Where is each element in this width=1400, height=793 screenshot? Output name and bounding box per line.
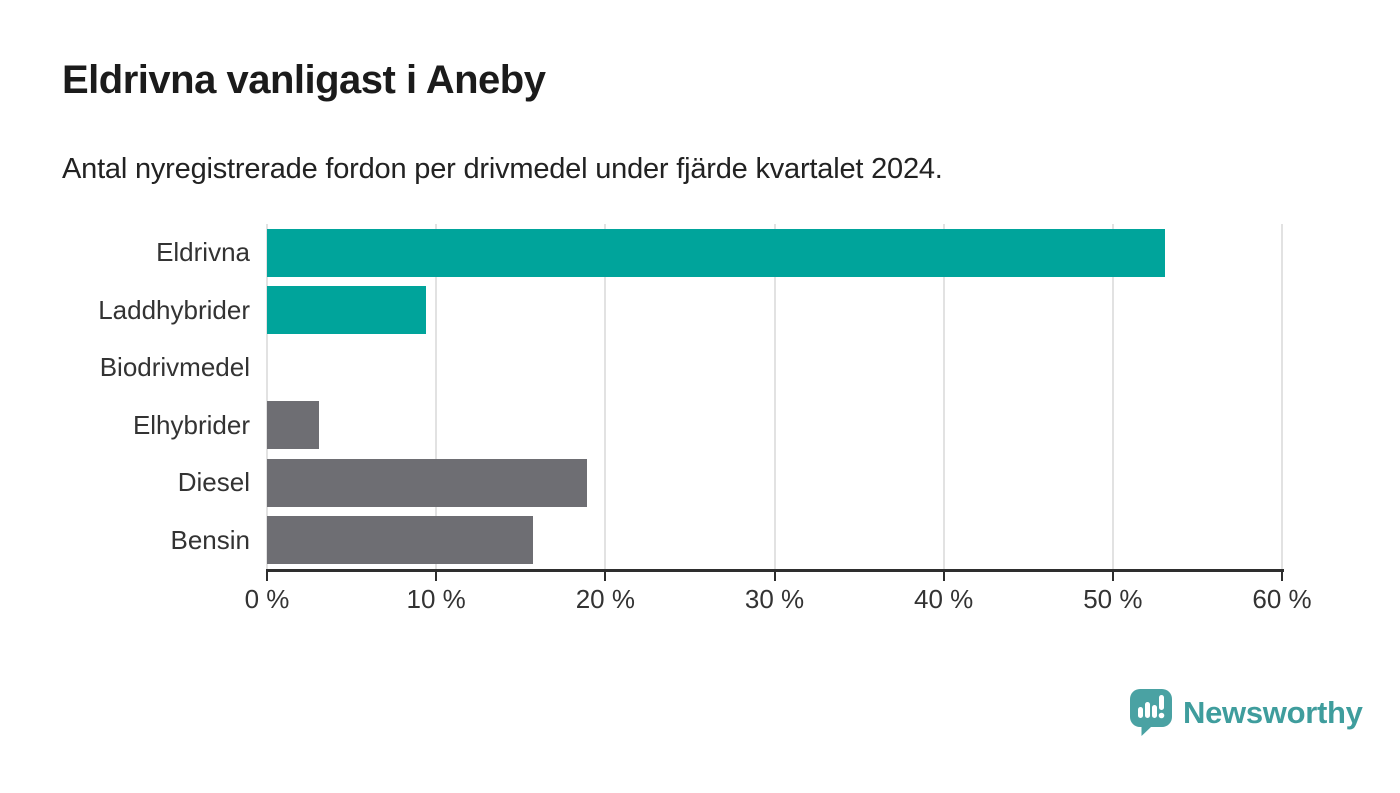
bar-chart-plot-area [266,224,1283,570]
x-axis-tick-30 [773,569,776,581]
bar-row-elhybrider [267,397,1282,455]
bar-bensin [267,516,533,565]
x-axis-tick-60 [1281,569,1283,581]
newsworthy-logo-text: Newsworthy [1183,694,1363,730]
y-axis-label-elhybrider: Elhybrider [132,409,250,440]
page-title: Eldrivna vanligast i Aneby [62,58,546,102]
x-axis-tick-label-40: 40 % [914,584,974,614]
bar-row-bensin [267,512,1282,570]
x-axis-tick-label-20: 20 % [575,584,635,614]
y-axis-label-biodrivmedel: Biodrivmedel [99,352,250,383]
gridline-60 [1281,224,1283,569]
x-axis-tick-label-10: 10 % [406,584,466,614]
y-axis-label-bensin: Bensin [170,524,251,555]
bar-row-laddhybrider [267,282,1282,340]
gridline-20 [604,224,607,569]
chart-subtitle: Antal nyregistrerade fordon per drivmede… [62,153,943,185]
x-axis-tick-0 [266,569,268,581]
x-axis-tick-50 [1111,569,1114,581]
gridline-10 [435,224,438,569]
gridline-50 [1111,224,1114,569]
gridline-40 [942,224,945,569]
x-axis-tick-label-0: 0 % [244,584,290,614]
y-axis-label-laddhybrider: Laddhybrider [98,294,250,325]
bar-laddhybrider [267,286,427,335]
bar-elhybrider [267,401,320,450]
bar-eldrivna [267,228,1166,277]
x-axis-tick-label-60: 60 % [1252,584,1312,614]
newsworthy-logo: Newsworthy [1130,689,1363,736]
bar-row-eldrivna [267,224,1282,282]
x-axis-tick-label-30: 30 % [744,584,805,614]
x-axis-tick-label-50: 50 % [1083,584,1143,614]
bar-row-biodrivmedel [267,339,1282,397]
x-axis-tick-40 [942,569,945,581]
gridline-0 [266,224,268,569]
bar-row-diesel [267,454,1282,512]
y-axis-label-eldrivna: Eldrivna [156,237,250,268]
newsworthy-logo-icon [1130,689,1172,736]
y-axis-label-diesel: Diesel [177,467,250,498]
gridline-30 [773,224,776,569]
x-axis-tick-20 [604,569,607,581]
bar-diesel [267,458,587,507]
x-axis-tick-10 [435,569,438,581]
